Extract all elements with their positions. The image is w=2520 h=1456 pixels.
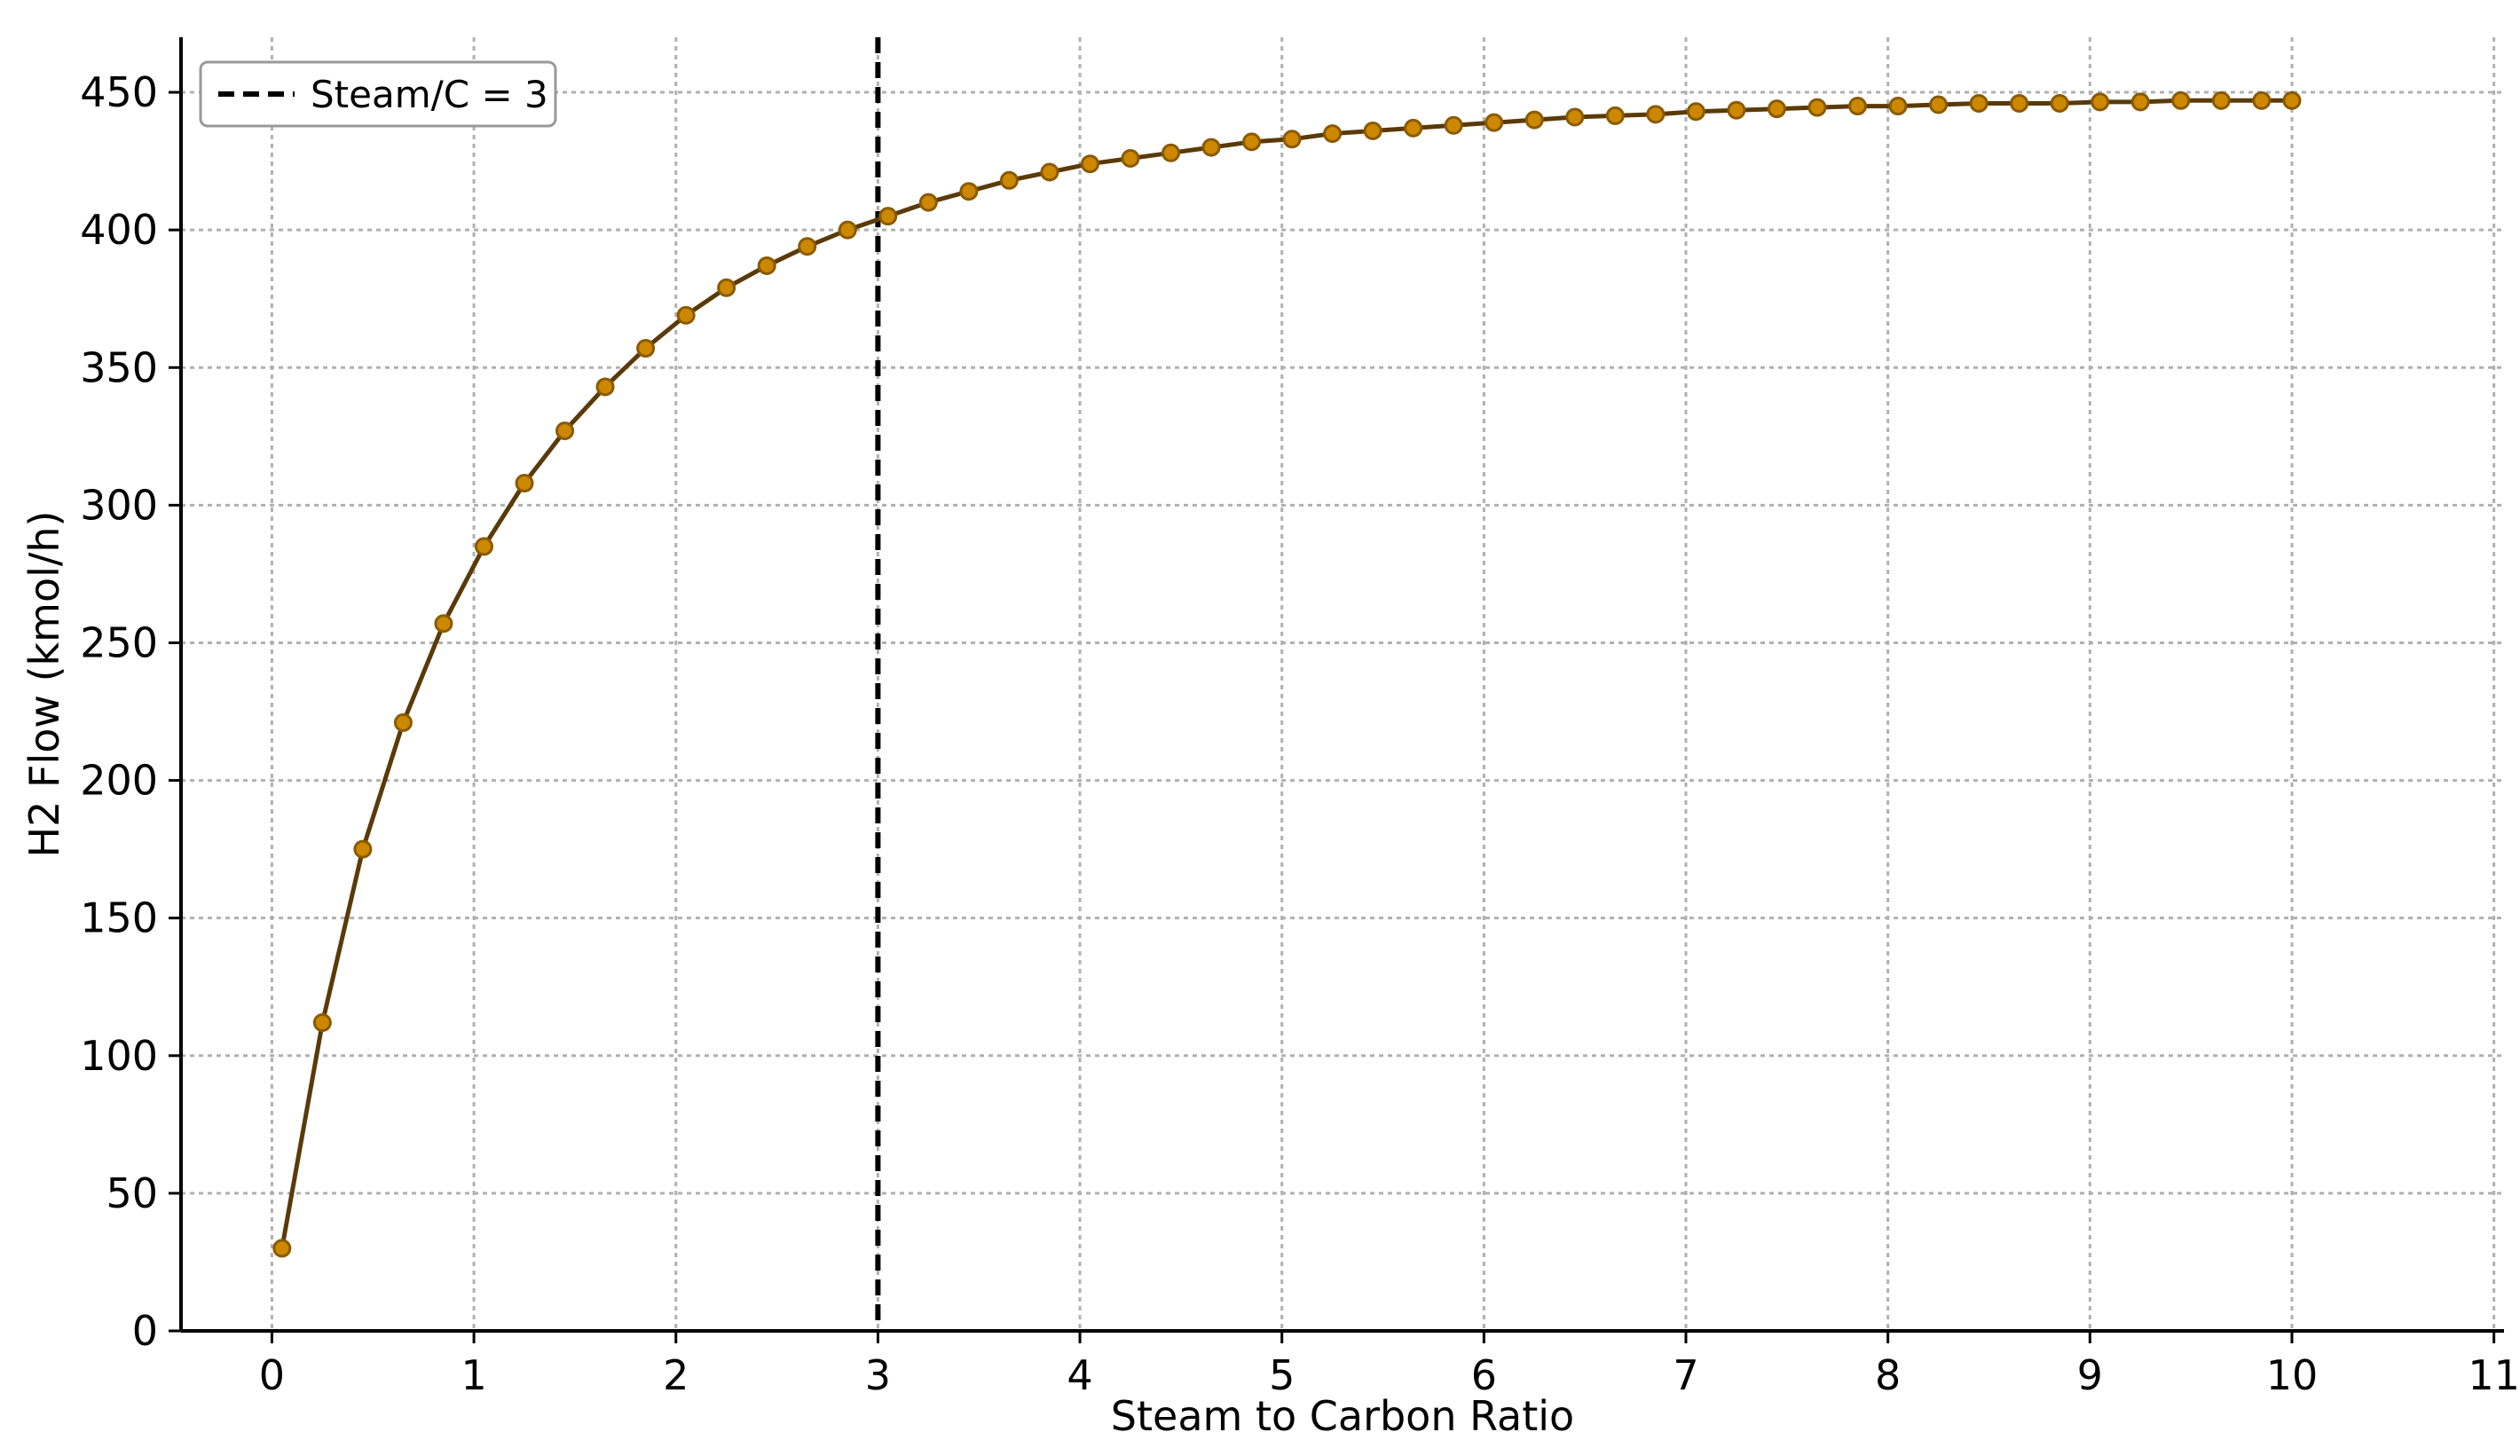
- data-point: [1646, 105, 1666, 124]
- data-point: [434, 614, 453, 634]
- data-point: [595, 377, 615, 397]
- series: [272, 91, 2302, 1258]
- data-point: [2171, 91, 2191, 110]
- x-tick-label: 10: [2266, 1351, 2319, 1399]
- y-tick-label: 0: [132, 1307, 158, 1355]
- data-point: [999, 170, 1019, 190]
- data-point: [757, 256, 776, 275]
- data-point: [2010, 93, 2029, 113]
- y-tick-label: 300: [80, 481, 158, 529]
- x-tick-label: 2: [663, 1351, 689, 1399]
- data-point: [353, 839, 373, 859]
- data-point: [555, 421, 575, 441]
- data-point: [838, 220, 857, 240]
- data-point: [1282, 130, 1302, 149]
- data-point: [1686, 102, 1705, 122]
- data-point: [1121, 148, 1140, 168]
- data-point: [393, 712, 413, 732]
- y-tick-label: 350: [80, 343, 158, 391]
- series-line: [280, 98, 2292, 1249]
- data-point: [1242, 132, 1262, 152]
- y-axis-label: H2 Flow (kmol/h): [20, 510, 68, 857]
- x-tick-label: 6: [1471, 1351, 1497, 1399]
- data-point: [2282, 91, 2302, 110]
- x-tick-label: 0: [259, 1351, 285, 1399]
- data-point: [1201, 138, 1221, 157]
- tick-labels: 0 1 2 3 4 5 6 7 8 9 10 11 0 50 100 150 200 250 300 350 400 45…: [80, 68, 2520, 1399]
- data-point: [798, 237, 817, 256]
- data-point: [1161, 143, 1180, 162]
- data-point: [1807, 98, 1827, 117]
- data-point: [272, 1239, 292, 1258]
- x-tick-label: 7: [1673, 1351, 1698, 1399]
- data-point: [474, 537, 493, 556]
- x-tick-label: 3: [865, 1351, 891, 1399]
- data-point: [1040, 162, 1059, 182]
- axes: [169, 37, 2504, 1343]
- x-tick-label: 8: [1875, 1351, 1901, 1399]
- data-point: [1888, 97, 1908, 116]
- data-point: [1080, 154, 1099, 174]
- x-tick-label: 5: [1269, 1351, 1295, 1399]
- data-point: [2211, 91, 2231, 110]
- data-point: [1363, 121, 1382, 140]
- data-point: [1404, 118, 1423, 138]
- data-point: [1444, 115, 1463, 135]
- data-point: [1565, 107, 1585, 127]
- data-point: [1524, 110, 1544, 130]
- y-tick-label: 150: [80, 894, 158, 942]
- data-point: [878, 207, 898, 226]
- data-point: [312, 1013, 332, 1033]
- y-tick-label: 250: [80, 618, 158, 666]
- data-point: [1727, 100, 1746, 120]
- data-point: [1605, 106, 1625, 125]
- data-point: [1929, 95, 1949, 114]
- data-point: [1848, 97, 1868, 116]
- legend: Steam/C = 3: [199, 60, 557, 128]
- x-tick-label: 4: [1067, 1351, 1092, 1399]
- y-tick-label: 100: [80, 1032, 158, 1080]
- grid: [181, 37, 2504, 1333]
- x-tick-label: 1: [461, 1351, 486, 1399]
- data-point: [636, 339, 656, 358]
- data-point: [959, 182, 979, 201]
- x-axis-label: Steam to Carbon Ratio: [1111, 1392, 1574, 1440]
- data-point: [515, 474, 534, 493]
- data-point: [1969, 93, 1988, 113]
- data-point: [1484, 113, 1504, 132]
- y-tick-label: 200: [80, 757, 158, 805]
- legend-label: Steam/C = 3: [311, 73, 548, 116]
- data-point: [2050, 93, 2069, 113]
- data-point: [676, 305, 696, 325]
- data-point: [2252, 91, 2272, 110]
- y-tick-label: 400: [80, 206, 158, 254]
- data-point: [2091, 92, 2110, 112]
- data-point: [2130, 92, 2150, 112]
- data-point: [1767, 99, 1786, 119]
- data-point: [918, 193, 938, 212]
- y-tick-label: 50: [106, 1169, 158, 1217]
- data-point: [717, 278, 736, 297]
- x-tick-label: 11: [2468, 1351, 2520, 1399]
- x-tick-label: 9: [2077, 1351, 2103, 1399]
- data-point: [1323, 124, 1343, 144]
- y-tick-label: 450: [80, 68, 158, 116]
- legend-box: [199, 60, 557, 128]
